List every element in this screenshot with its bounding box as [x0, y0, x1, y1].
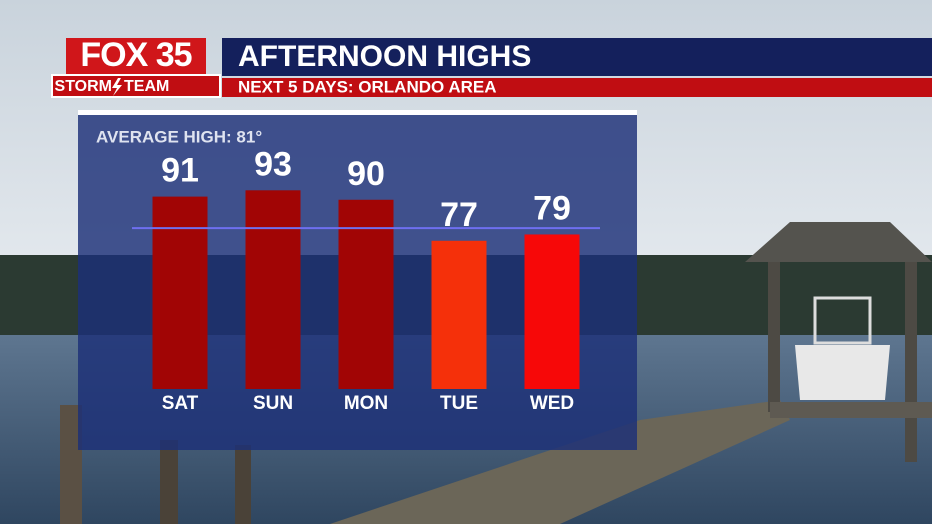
logo-box [66, 38, 206, 75]
value-label: 91 [161, 152, 199, 190]
bar [245, 190, 301, 389]
x-tick-label: SAT [162, 393, 199, 414]
title-bar [222, 38, 932, 76]
value-label: 93 [254, 145, 292, 183]
average-label: AVERAGE HIGH: 81° [96, 127, 262, 146]
bar [338, 199, 394, 389]
chart-subtitle: NEXT 5 DAYS: ORLANDO AREA [238, 77, 497, 96]
x-tick-label: WED [530, 393, 574, 414]
bar [152, 196, 208, 389]
x-tick-label: SUN [253, 393, 293, 414]
bar [431, 240, 487, 389]
x-tick-label: MON [344, 393, 388, 414]
panel-top-line [78, 110, 637, 115]
x-tick-label: TUE [440, 393, 478, 414]
team-box [51, 74, 221, 98]
chart-title: AFTERNOON HIGHS [238, 40, 531, 73]
logo-team: TEAM [124, 78, 169, 95]
bolt-icon [112, 78, 122, 96]
logo-team: STORM [55, 78, 112, 95]
bar [524, 234, 580, 389]
logo-brand: FOX 35 [80, 36, 191, 74]
subtitle-bar [222, 78, 932, 97]
value-label: 90 [347, 155, 385, 193]
value-label: 79 [533, 189, 571, 227]
